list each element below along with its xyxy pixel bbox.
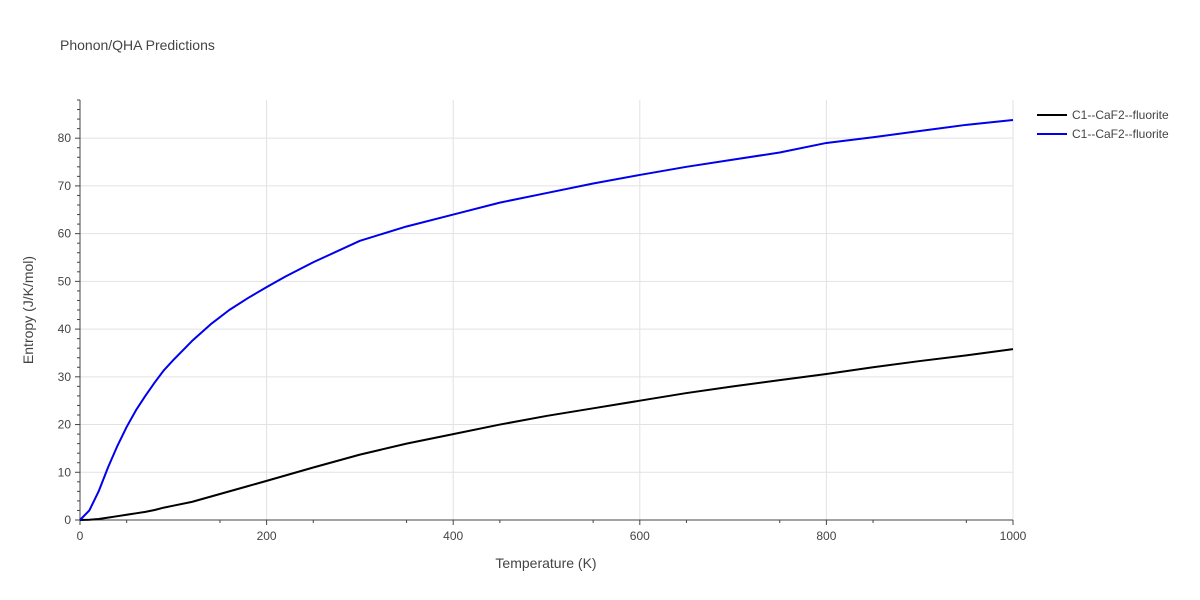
y-axis-title: Entropy (J/K/mol) xyxy=(20,256,36,364)
x-tick-label: 600 xyxy=(630,529,650,543)
axes: 0 200 400 600 800 1000 0 10 20 30 40 50 60 70 80 xyxy=(58,99,1027,543)
legend-item-1[interactable]: C1--CaF2--fluorite xyxy=(1037,108,1169,122)
x-tick-label: 200 xyxy=(257,529,277,543)
x-axis-title: Temperature (K) xyxy=(495,555,596,571)
y-tick-label: 70 xyxy=(58,179,72,193)
series-lines xyxy=(79,119,1014,521)
chart-title: Phonon/QHA Predictions xyxy=(60,37,215,53)
y-tick-label: 60 xyxy=(58,227,72,241)
legend-label: C1--CaF2--fluorite xyxy=(1072,108,1169,122)
legend[interactable]: C1--CaF2--fluorite C1--CaF2--fluorite xyxy=(1037,108,1169,141)
x-tick-label: 0 xyxy=(77,529,84,543)
x-tick-label: 800 xyxy=(816,529,836,543)
y-tick-label: 10 xyxy=(58,465,72,479)
y-tick-label: 0 xyxy=(64,513,71,527)
x-tick-label: 400 xyxy=(443,529,463,543)
y-tick-label: 20 xyxy=(58,418,72,432)
x-tick-label: 1000 xyxy=(1000,529,1027,543)
legend-item-2[interactable]: C1--CaF2--fluorite xyxy=(1037,127,1169,141)
y-tick-label: 80 xyxy=(58,131,72,145)
series-line-1 xyxy=(79,348,1014,521)
y-tick-label: 30 xyxy=(58,370,72,384)
series-line-2 xyxy=(79,119,1014,521)
y-tick-label: 40 xyxy=(58,322,72,336)
legend-label: C1--CaF2--fluorite xyxy=(1072,127,1169,141)
y-tick-label: 50 xyxy=(58,274,72,288)
